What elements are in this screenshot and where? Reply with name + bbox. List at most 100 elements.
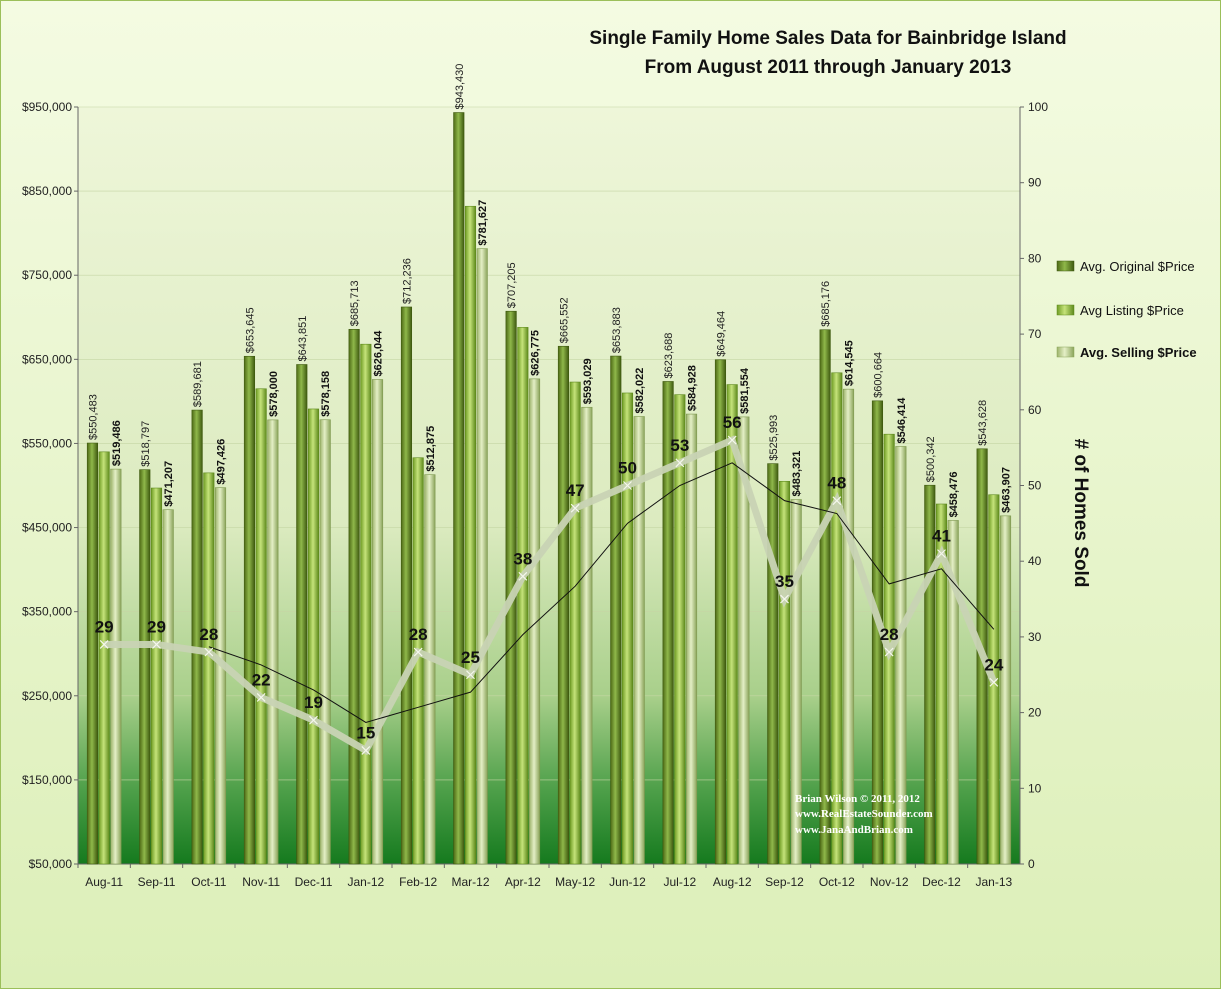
bar-selling	[424, 474, 436, 865]
homes-sold-marker	[309, 715, 318, 725]
bar-original	[86, 442, 99, 865]
bar-selling	[685, 413, 698, 865]
original-price-label: $685,713	[349, 280, 361, 326]
bar-listing	[674, 394, 686, 865]
bar-listing	[464, 205, 477, 865]
left-tick-label: $450,000	[22, 521, 72, 535]
bar-labels: $550,483 $519,486 $518,797 $471,207 $589,681…	[87, 64, 1012, 518]
homes-sold-label: 28	[880, 625, 899, 644]
original-price-label: $623,688	[663, 333, 675, 379]
left-tick-label: $650,000	[22, 352, 72, 366]
original-price-label: $525,993	[768, 415, 780, 461]
right-tick-label: 0	[1028, 857, 1035, 871]
legend-label-selling: Avg. Selling $Price	[1080, 345, 1197, 360]
right-tick-label: 100	[1028, 100, 1048, 114]
homes-sold-marker	[518, 571, 528, 581]
homes-sold-marker	[832, 496, 842, 506]
bar-original	[400, 306, 413, 865]
chart-subtitle: From August 2011 through January 2013	[645, 57, 1012, 78]
credit-site-1: www.RealEstateSounder.com	[795, 808, 933, 820]
selling-price-label: $497,426	[216, 439, 228, 485]
bar-selling	[371, 379, 384, 865]
bar-selling	[267, 419, 279, 865]
bar-listing	[150, 487, 163, 865]
bar-selling	[581, 406, 593, 865]
homes-sold-label: 19	[304, 693, 323, 712]
selling-price-label: $463,907	[1001, 467, 1013, 513]
x-tick-label: Nov-12	[870, 875, 909, 889]
right-tick-label: 60	[1028, 403, 1042, 417]
legend-label-listing: Avg Listing $Price	[1080, 303, 1184, 318]
bar-selling	[528, 378, 541, 865]
homes-sold-label: 29	[95, 617, 114, 636]
original-price-label: $600,664	[872, 352, 884, 398]
x-tick-label: Jan-13	[975, 875, 1012, 889]
selling-price-label: $581,554	[739, 367, 751, 414]
homes-sold-label: 38	[513, 549, 532, 568]
bar-selling	[319, 419, 331, 865]
legend-swatch-original	[1056, 260, 1075, 272]
x-tick-label: Sep-12	[765, 875, 804, 889]
homes-sold-marker	[623, 481, 632, 490]
bar-original	[453, 112, 465, 865]
bar-listing	[726, 384, 738, 865]
bar-selling	[895, 446, 907, 865]
bar-original	[767, 463, 779, 865]
homes-sold-marker	[884, 647, 894, 657]
homes-sold-label: 24	[984, 655, 1003, 674]
original-price-label: $665,552	[558, 297, 570, 343]
legend-swatch-selling	[1056, 346, 1075, 358]
selling-price-label: $614,545	[844, 340, 856, 386]
x-tick-label: Oct-12	[819, 875, 855, 889]
selling-price-label: $458,476	[948, 472, 960, 518]
homes-sold-marker	[780, 594, 789, 604]
bar-listing	[203, 472, 215, 865]
bar-original	[819, 329, 831, 865]
homes-sold-label: 15	[356, 723, 375, 742]
selling-price-label: $626,044	[373, 330, 385, 377]
homes-sold-marker	[466, 670, 475, 680]
homes-sold-label: 25	[461, 648, 480, 667]
x-tick-label: Sep-11	[138, 875, 176, 889]
moving-average-line	[208, 462, 995, 723]
bar-listing	[621, 392, 634, 865]
bar-selling	[110, 468, 122, 865]
original-price-label: $653,645	[244, 307, 256, 353]
bar-selling	[162, 509, 174, 865]
bar-selling	[842, 388, 855, 865]
homes-sold-label: 29	[147, 617, 166, 636]
x-tick-label: May-12	[555, 875, 595, 889]
homes-sold-label: 41	[932, 527, 951, 546]
original-price-label: $550,483	[87, 394, 99, 440]
bar-selling	[214, 487, 227, 865]
bar-listing	[517, 327, 529, 865]
original-price-label: $589,681	[192, 361, 204, 407]
bar-original	[714, 359, 727, 865]
x-tick-label: Oct-11	[191, 875, 226, 889]
bar-series	[86, 112, 1012, 865]
right-tick-label: 50	[1028, 479, 1042, 493]
homes-sold-label: 50	[618, 459, 637, 478]
selling-price-label: $578,000	[268, 371, 280, 417]
original-price-label: $518,797	[140, 421, 152, 467]
x-tick-label: Jun-12	[609, 875, 646, 889]
original-price-label: $943,430	[454, 64, 466, 110]
right-tick-label: 90	[1028, 176, 1042, 190]
bar-original	[243, 355, 256, 865]
left-tick-label: $250,000	[22, 689, 72, 703]
selling-price-label: $781,627	[477, 200, 489, 246]
homes-sold-label: 53	[670, 436, 689, 455]
homes-sold-marker	[570, 503, 580, 513]
right-tick-label: 20	[1028, 706, 1042, 720]
bar-original	[610, 355, 622, 865]
right-tick-label: 80	[1028, 251, 1042, 265]
original-price-label: $649,464	[715, 311, 727, 357]
bar-listing	[831, 372, 843, 865]
homes-sold-marker	[204, 647, 214, 657]
original-price-label: $500,342	[925, 436, 937, 482]
bar-listing	[935, 503, 948, 865]
chart-title: Single Family Home Sales Data for Bainbr…	[589, 28, 1066, 49]
left-tick-label: $350,000	[22, 605, 72, 619]
original-price-label: $653,883	[611, 307, 623, 353]
